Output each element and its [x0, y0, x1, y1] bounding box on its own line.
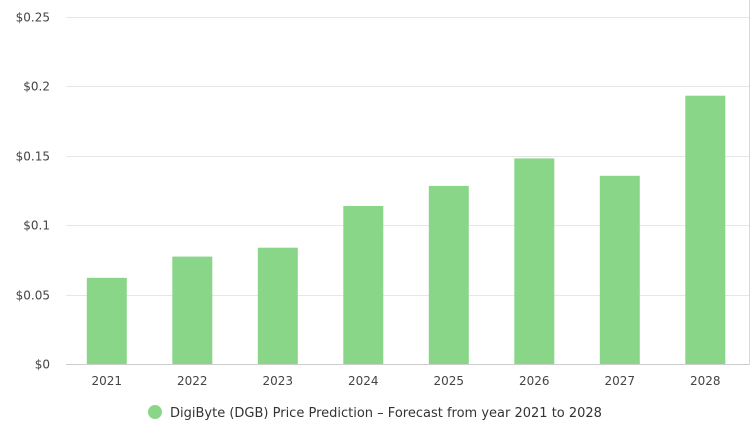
y-tick-label: $0.25	[16, 11, 50, 25]
bar-2024[interactable]	[343, 206, 384, 364]
bars	[86, 95, 726, 364]
bar-2022[interactable]	[172, 256, 213, 364]
bar-2025[interactable]	[428, 185, 469, 364]
y-tick-label: $0.1	[23, 219, 50, 233]
bar-2026[interactable]	[514, 158, 555, 364]
y-tick-label: $0.05	[16, 289, 50, 303]
bar-2027[interactable]	[599, 175, 640, 364]
x-tick-label: 2023	[263, 374, 294, 388]
y-tick-label: $0.2	[23, 80, 50, 94]
legend-label: DigiByte (DGB) Price Prediction – Foreca…	[170, 406, 602, 421]
gridlines	[66, 17, 750, 365]
x-tick-label: 2025	[434, 374, 465, 388]
y-tick-label: $0.15	[16, 150, 50, 164]
bar-2023[interactable]	[257, 247, 298, 364]
bar-2021[interactable]	[86, 277, 127, 364]
x-tick-label: 2027	[605, 374, 636, 388]
x-tick-label: 2022	[177, 374, 208, 388]
legend[interactable]: DigiByte (DGB) Price Prediction – Foreca…	[0, 404, 750, 424]
x-axis-tick-labels: 2021 2022 2023 2024 2025 2026 2027 2028	[92, 374, 721, 388]
x-tick-label: 2026	[519, 374, 550, 388]
x-tick-label: 2021	[92, 374, 123, 388]
y-axis-tick-labels: $0 $0.05 $0.1 $0.15 $0.2 $0.25	[16, 11, 50, 372]
bar-2028[interactable]	[685, 95, 726, 364]
legend-swatch-icon	[148, 405, 163, 419]
y-tick-label: $0	[35, 358, 50, 372]
x-tick-label: 2024	[348, 374, 379, 388]
x-tick-label: 2028	[690, 374, 721, 388]
